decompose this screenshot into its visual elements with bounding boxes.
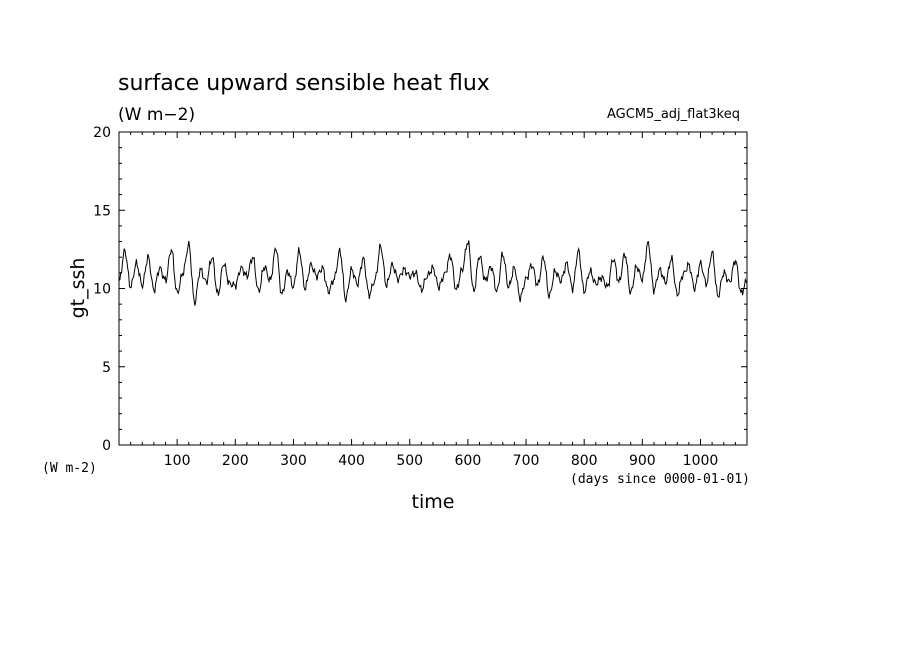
x-axis: 100 200 300 400 500 600 700 800 900 1000 (130, 132, 736, 469)
x-tick-label: 100 (164, 453, 191, 469)
chart-units: (W m−2) (118, 105, 195, 125)
y-tick-label: 5 (102, 360, 111, 376)
x-tick-label: 900 (629, 453, 656, 469)
x-tick-label: 800 (571, 453, 598, 469)
x-unit-label: (days since 0000-01-01) (570, 472, 750, 487)
chart-title: surface upward sensible heat flux (118, 71, 490, 96)
x-tick-label: 400 (338, 453, 365, 469)
x-tick-label: 600 (455, 453, 482, 469)
x-tick-label: 200 (222, 453, 249, 469)
x-tick-label: 300 (280, 453, 307, 469)
y-axis-label: gt_ssh (67, 258, 89, 319)
y-tick-label: 15 (93, 203, 111, 219)
y-tick-label: 0 (102, 438, 111, 454)
x-tick-label: 700 (513, 453, 540, 469)
x-tick-label: 1000 (683, 453, 719, 469)
run-label: AGCM5_adj_flat3keq (607, 107, 740, 122)
y-unit-label: (W m-2) (42, 461, 97, 476)
y-tick-label: 20 (93, 125, 111, 141)
series-line-gt-ssh (118, 240, 748, 306)
x-axis-label: time (412, 491, 455, 513)
x-tick-label: 500 (396, 453, 423, 469)
y-axis: 0 5 10 15 20 (93, 125, 747, 454)
y-tick-label: 10 (93, 282, 111, 298)
